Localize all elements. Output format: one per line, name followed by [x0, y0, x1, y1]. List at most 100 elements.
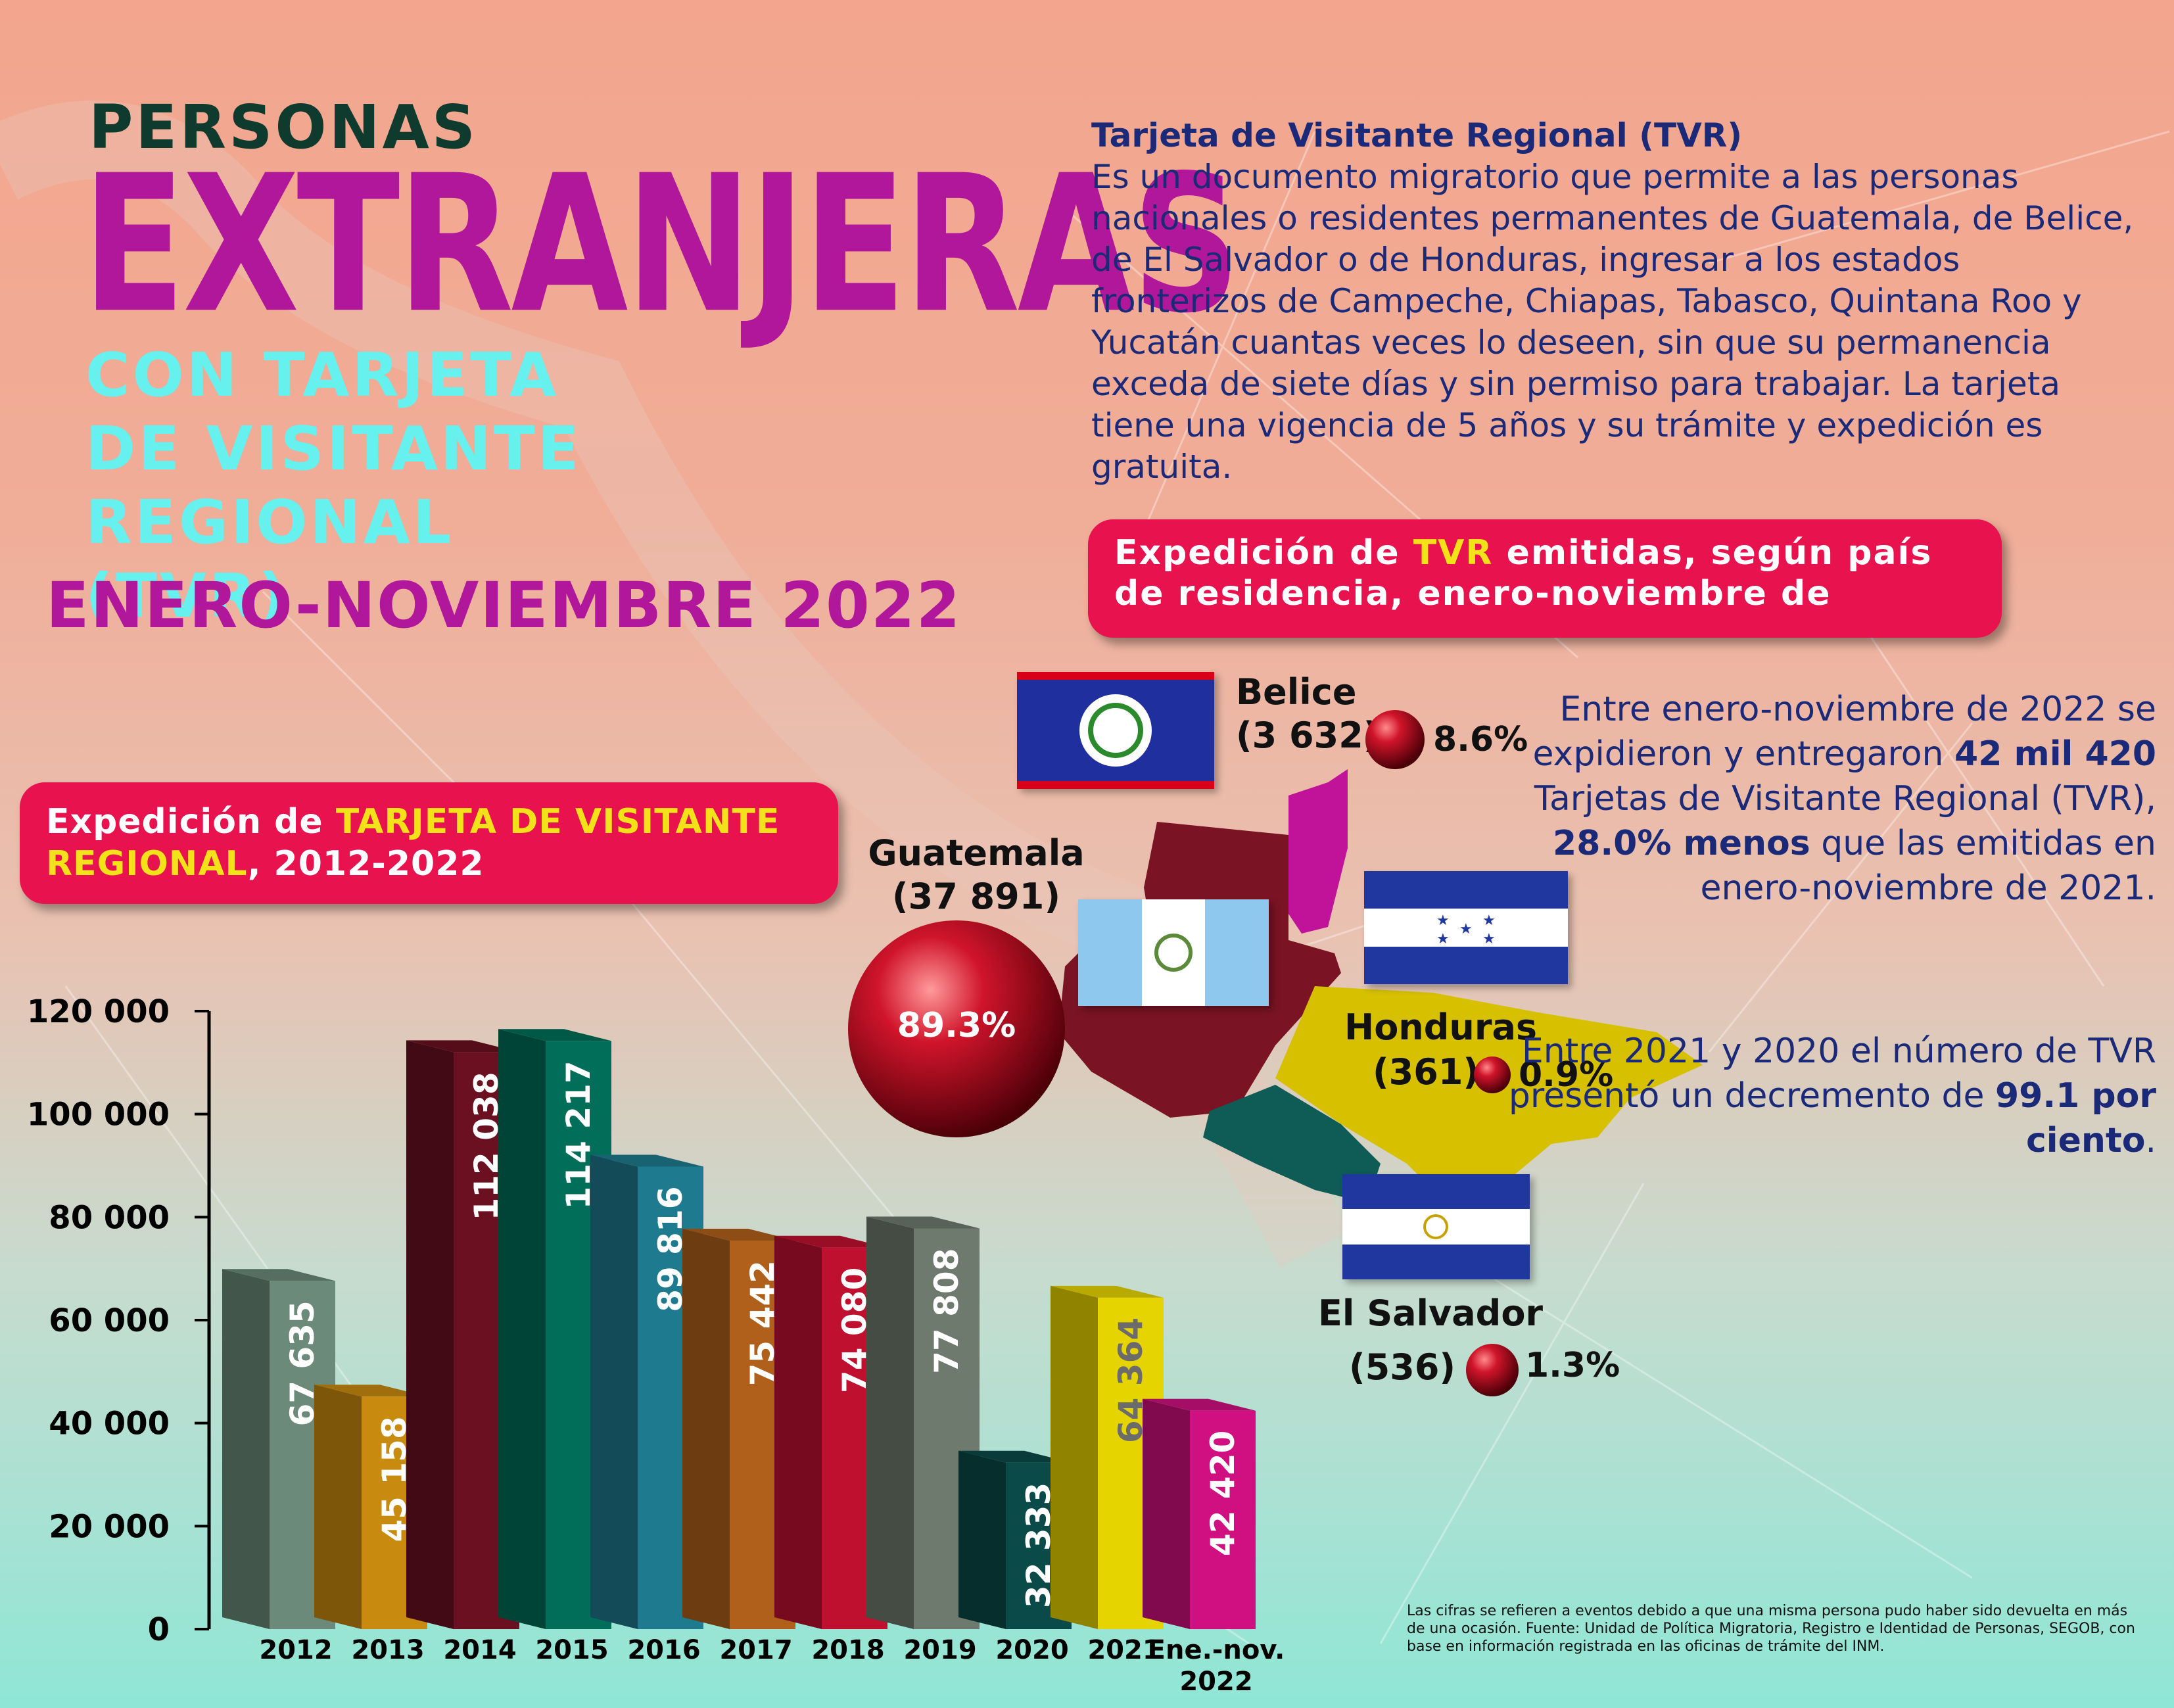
chart-title-pre: Expedición de [46, 802, 336, 842]
summary-2022-text-a: Entre enero-noviembre de 2022 se expidie… [1532, 690, 2156, 774]
tvr-description: Tarjeta de Visitante Regional (TVR) Es u… [1091, 115, 2143, 488]
guatemala-flag-icon [1078, 899, 1269, 1006]
bar [1190, 1410, 1256, 1629]
x-tick-label: 2020 [995, 1635, 1068, 1665]
x-tick-label: 2014 [443, 1635, 516, 1665]
guatemala-bubble-icon [848, 920, 1065, 1137]
chart-title-highlight: TARJETA DE VISITANTE REGIONAL [46, 802, 780, 884]
bar-side [590, 1154, 638, 1629]
bar-side [314, 1385, 362, 1629]
x-tick-label: 2018 [811, 1635, 884, 1665]
bar-side [774, 1235, 822, 1629]
honduras-pct: 0.9% [1519, 1055, 1614, 1095]
el-salvador-pct: 1.3% [1525, 1346, 1620, 1385]
bar-top [222, 1269, 335, 1281]
bar-top [498, 1029, 611, 1041]
summary-2022-total: 42 mil 420 [1954, 734, 2156, 774]
summary-2022-text-e: que las emitidas en enero-noviembre de 2… [1700, 824, 2156, 908]
bar-value-label: 42 420 [1204, 1431, 1242, 1556]
guatemala-name: Guatemala [868, 832, 1085, 874]
el-salvador-name: El Salvador [1318, 1293, 1544, 1334]
bar-top [314, 1385, 427, 1397]
summary-2021-change: 99.1 por ciento [1995, 1076, 2156, 1160]
belize-flag-icon [1017, 672, 1214, 789]
bar-side [958, 1450, 1006, 1629]
x-tick-label: 2012 [259, 1635, 332, 1665]
summary-2021-text-a: Entre 2021 y 2020 el número de TVR prese… [1508, 1032, 2156, 1116]
map-section-title: Expedición de TVR emitidas, según país d… [1088, 519, 2002, 638]
belice-count: (3 632) [1236, 715, 1380, 756]
y-tick-label: 0 [148, 1611, 170, 1648]
x-tick-label: 2016 [627, 1635, 700, 1665]
summary-2022-change: 28.0% menos [1553, 824, 1810, 863]
title-line1: PERSONAS [89, 92, 479, 162]
tvr-description-title: Tarjeta de Visitante Regional (TVR) [1091, 116, 1743, 154]
honduras-count: (361) [1373, 1051, 1480, 1093]
summary-2022-text-c: Tarjetas de Visitante Regional (TVR), [1534, 779, 2156, 818]
bar-side [1143, 1398, 1190, 1629]
honduras-flag-icon: ★ ★ ★ ★ ★ [1364, 871, 1568, 984]
belice-pct: 8.6% [1433, 720, 1528, 759]
x-tick-label: 2013 [351, 1635, 424, 1665]
bar-top [682, 1229, 795, 1241]
x-tick-label: Ene.-nov. [1148, 1635, 1285, 1665]
guatemala-pct: 89.3% [897, 1006, 1016, 1045]
belice-bubble-icon [1365, 710, 1425, 769]
bar-side [222, 1269, 270, 1629]
honduras-bubble-icon [1474, 1056, 1511, 1093]
summary-2021: Entre 2021 y 2020 el número de TVR prese… [1433, 1029, 2156, 1163]
y-tick-label: 120 000 [27, 993, 170, 1030]
bar-side [682, 1229, 730, 1629]
bar-value-label: 77 808 [928, 1248, 966, 1374]
bar-top [958, 1450, 1072, 1463]
tvr-description-body: Es un documento migratorio que permite a… [1091, 158, 2134, 486]
el-salvador-count: (536) [1349, 1346, 1456, 1388]
source-note: Las cifras se refieren a eventos debido … [1407, 1603, 2135, 1655]
bar-side [866, 1216, 914, 1629]
bar-side [406, 1040, 454, 1629]
map-title-highlight: TVR [1413, 533, 1494, 573]
svg-text:★: ★ [1436, 913, 1450, 929]
bar-top [1143, 1398, 1256, 1411]
bar-top [866, 1216, 980, 1229]
map-title-post: emitidas, según país de residencia, ener… [1114, 533, 1933, 613]
map-title-pre: Expedición de [1114, 533, 1413, 573]
title-line3: CON TARJETA DE VISITANTE REGIONAL (TVR) [85, 340, 582, 631]
bar-side [498, 1029, 546, 1629]
summary-2021-text-c: . [2145, 1121, 2156, 1160]
belice-name: Belice [1236, 671, 1357, 713]
y-tick-label: 60 000 [49, 1302, 170, 1339]
x-tick-label: 2019 [903, 1635, 976, 1665]
el-salvador-shape [1203, 1085, 1381, 1203]
y-tick-label: 100 000 [27, 1097, 170, 1133]
honduras-shape [1275, 986, 1703, 1216]
summary-2022: Entre enero-noviembre de 2022 se expidie… [1433, 687, 2156, 911]
x-tick-label: 2022 [1179, 1667, 1252, 1697]
chart-title-post: , 2012-2022 [247, 844, 484, 884]
bar-side [1051, 1285, 1098, 1629]
title-line2: EXTRANJERAS [82, 135, 1241, 355]
belice-label: Belice (3 632) [1236, 671, 1379, 757]
bar-top [1051, 1285, 1164, 1298]
x-tick-label: 2015 [535, 1635, 608, 1665]
guatemala-count: (37 891) [891, 876, 1061, 917]
svg-text:★: ★ [1459, 921, 1473, 937]
honduras-name: Honduras [1344, 1007, 1538, 1048]
y-tick-label: 40 000 [49, 1406, 170, 1442]
svg-text:★: ★ [1436, 931, 1450, 947]
guatemala-label: Guatemala (37 891) [864, 832, 1088, 918]
title-period: ENERO-NOVIEMBRE 2022 [46, 569, 962, 642]
x-tick-label: 2017 [719, 1635, 792, 1665]
bar-top [590, 1154, 703, 1167]
bar-top [406, 1040, 519, 1053]
svg-text:★: ★ [1482, 931, 1496, 947]
bar-top [774, 1235, 887, 1248]
el-salvador-flag-icon [1342, 1174, 1530, 1279]
el-salvador-bubble-icon [1466, 1344, 1519, 1396]
chart-section-title: Expedición de TARJETA DE VISITANTE REGIO… [20, 782, 838, 904]
belice-shape [1288, 769, 1348, 934]
x-tick-label: 2021 [1087, 1635, 1160, 1665]
svg-text:★: ★ [1482, 913, 1496, 929]
y-tick-label: 20 000 [49, 1508, 170, 1545]
